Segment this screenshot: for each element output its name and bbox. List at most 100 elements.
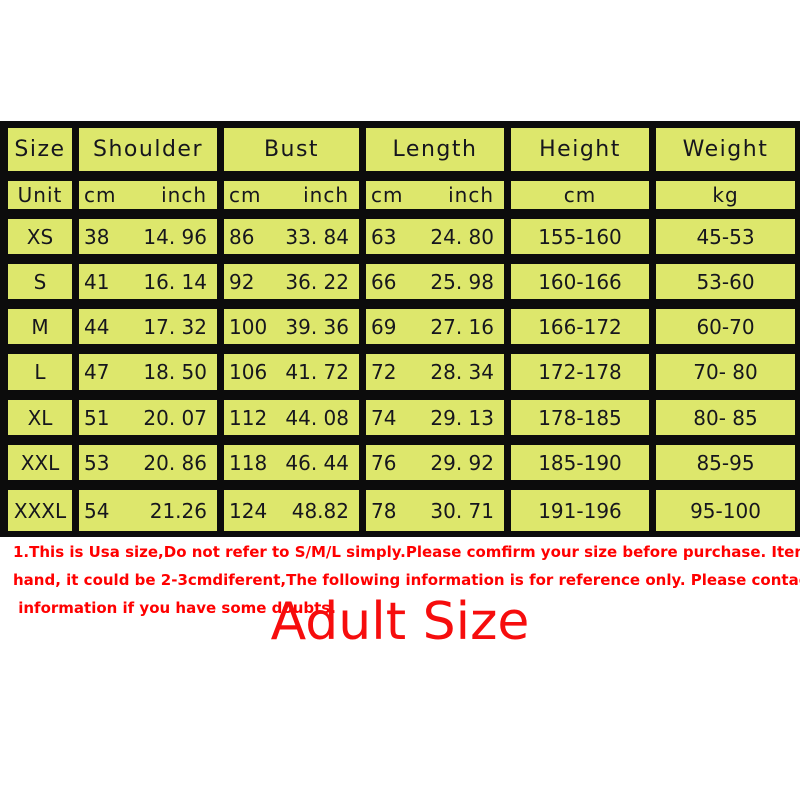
size-label: XXXL (8, 490, 72, 531)
unit-bust-inch: inch (303, 183, 349, 207)
shoulder-inch-value: 14. 96 (143, 224, 207, 249)
shoulder-inch-value: 16. 14 (143, 269, 207, 294)
weight-cell: 85-95 (656, 445, 795, 480)
unit-length: cm inch (366, 181, 504, 209)
bust-inch-value: 39. 36 (285, 314, 349, 339)
shoulder-cell: 41 16. 14 (79, 264, 217, 299)
length-inch-value: 25. 98 (430, 269, 494, 294)
length-cell: 78 30. 71 (366, 490, 504, 531)
shoulder-inch-value: 20. 86 (143, 450, 207, 475)
disclaimer-line-2: hand, it could be 2-3cmdiferent,The foll… (13, 571, 800, 589)
height-cell: 178-185 (511, 400, 649, 435)
shoulder-cm-value: 51 (84, 405, 110, 430)
length-inch-value: 29. 92 (430, 450, 494, 475)
shoulder-cm-value: 44 (84, 314, 110, 339)
shoulder-cm-value: 53 (84, 450, 110, 475)
unit-bust: cm inch (224, 181, 359, 209)
header-shoulder: Shoulder (79, 128, 217, 171)
header-height: Height (511, 128, 649, 171)
bust-inch-value: 36. 22 (285, 269, 349, 294)
bust-cell: 118 46. 44 (224, 445, 359, 480)
length-cm-value: 78 (371, 498, 397, 523)
shoulder-cm-value: 38 (84, 224, 110, 249)
unit-shoulder-cm: cm (84, 183, 117, 207)
height-cell: 166-172 (511, 309, 649, 344)
disclaimer-text: 1.This is Usa size,Do not refer to S/M/L… (13, 538, 800, 622)
height-cell: 185-190 (511, 445, 649, 480)
bust-cm-value: 112 (229, 405, 268, 430)
shoulder-cell: 47 18. 50 (79, 354, 217, 390)
bust-inch-value: 33. 84 (285, 224, 349, 249)
shoulder-cm-value: 41 (84, 269, 110, 294)
height-cell: 155-160 (511, 219, 649, 254)
size-chart-table: Size Shoulder Bust Length Height Weight … (0, 121, 800, 537)
length-inch-value: 27. 16 (430, 314, 494, 339)
unit-length-cm: cm (371, 183, 404, 207)
length-cm-value: 76 (371, 450, 397, 475)
length-cell: 76 29. 92 (366, 445, 504, 480)
unit-shoulder: cm inch (79, 181, 217, 209)
header-weight: Weight (656, 128, 795, 171)
length-cm-value: 63 (371, 224, 397, 249)
weight-cell: 95-100 (656, 490, 795, 531)
size-label: XL (8, 400, 72, 435)
disclaimer-line-3: information if you have some doubts. (13, 599, 336, 617)
height-cell: 160-166 (511, 264, 649, 299)
bust-cm-value: 124 (229, 498, 268, 523)
bust-cm-value: 100 (229, 314, 268, 339)
unit-shoulder-inch: inch (161, 183, 207, 207)
size-label: S (8, 264, 72, 299)
length-inch-value: 28. 34 (430, 360, 494, 384)
length-cell: 63 24. 80 (366, 219, 504, 254)
length-cell: 74 29. 13 (366, 400, 504, 435)
header-length: Length (366, 128, 504, 171)
size-label: M (8, 309, 72, 344)
bust-cell: 92 36. 22 (224, 264, 359, 299)
shoulder-inch-value: 20. 07 (143, 405, 207, 430)
bust-inch-value: 46. 44 (285, 450, 349, 475)
length-cell: 69 27. 16 (366, 309, 504, 344)
length-cell: 66 25. 98 (366, 264, 504, 299)
bust-inch-value: 44. 08 (285, 405, 349, 430)
weight-cell: 60-70 (656, 309, 795, 344)
bust-cell: 86 33. 84 (224, 219, 359, 254)
size-label: XXL (8, 445, 72, 480)
shoulder-cell: 54 21.26 (79, 490, 217, 531)
shoulder-cell: 44 17. 32 (79, 309, 217, 344)
bust-cm-value: 86 (229, 224, 255, 249)
bust-cell: 112 44. 08 (224, 400, 359, 435)
size-label: XS (8, 219, 72, 254)
header-size: Size (8, 128, 72, 171)
shoulder-inch-value: 21.26 (149, 498, 207, 523)
length-cell: 72 28. 34 (366, 354, 504, 390)
bust-cell: 124 48.82 (224, 490, 359, 531)
shoulder-inch-value: 18. 50 (143, 360, 207, 384)
height-cell: 191-196 (511, 490, 649, 531)
unit-height: cm (511, 181, 649, 209)
length-cm-value: 69 (371, 314, 397, 339)
unit-label: Unit (8, 181, 72, 209)
length-inch-value: 29. 13 (430, 405, 494, 430)
length-cm-value: 72 (371, 360, 397, 384)
height-cell: 172-178 (511, 354, 649, 390)
header-bust: Bust (224, 128, 359, 171)
shoulder-cm-value: 47 (84, 360, 110, 384)
shoulder-inch-value: 17. 32 (143, 314, 207, 339)
disclaimer-line-1: 1.This is Usa size,Do not refer to S/M/L… (13, 543, 800, 561)
weight-cell: 80- 85 (656, 400, 795, 435)
unit-weight: kg (656, 181, 795, 209)
bust-inch-value: 48.82 (291, 498, 349, 523)
weight-cell: 53-60 (656, 264, 795, 299)
bust-cm-value: 118 (229, 450, 268, 475)
size-label: L (8, 354, 72, 390)
bust-cm-value: 106 (229, 360, 268, 384)
length-cm-value: 74 (371, 405, 397, 430)
adult-size-title: Adult Size (270, 592, 530, 652)
weight-cell: 45-53 (656, 219, 795, 254)
bust-cell: 106 41. 72 (224, 354, 359, 390)
bust-cell: 100 39. 36 (224, 309, 359, 344)
length-inch-value: 24. 80 (430, 224, 494, 249)
bust-cm-value: 92 (229, 269, 255, 294)
shoulder-cm-value: 54 (84, 498, 110, 523)
unit-bust-cm: cm (229, 183, 262, 207)
